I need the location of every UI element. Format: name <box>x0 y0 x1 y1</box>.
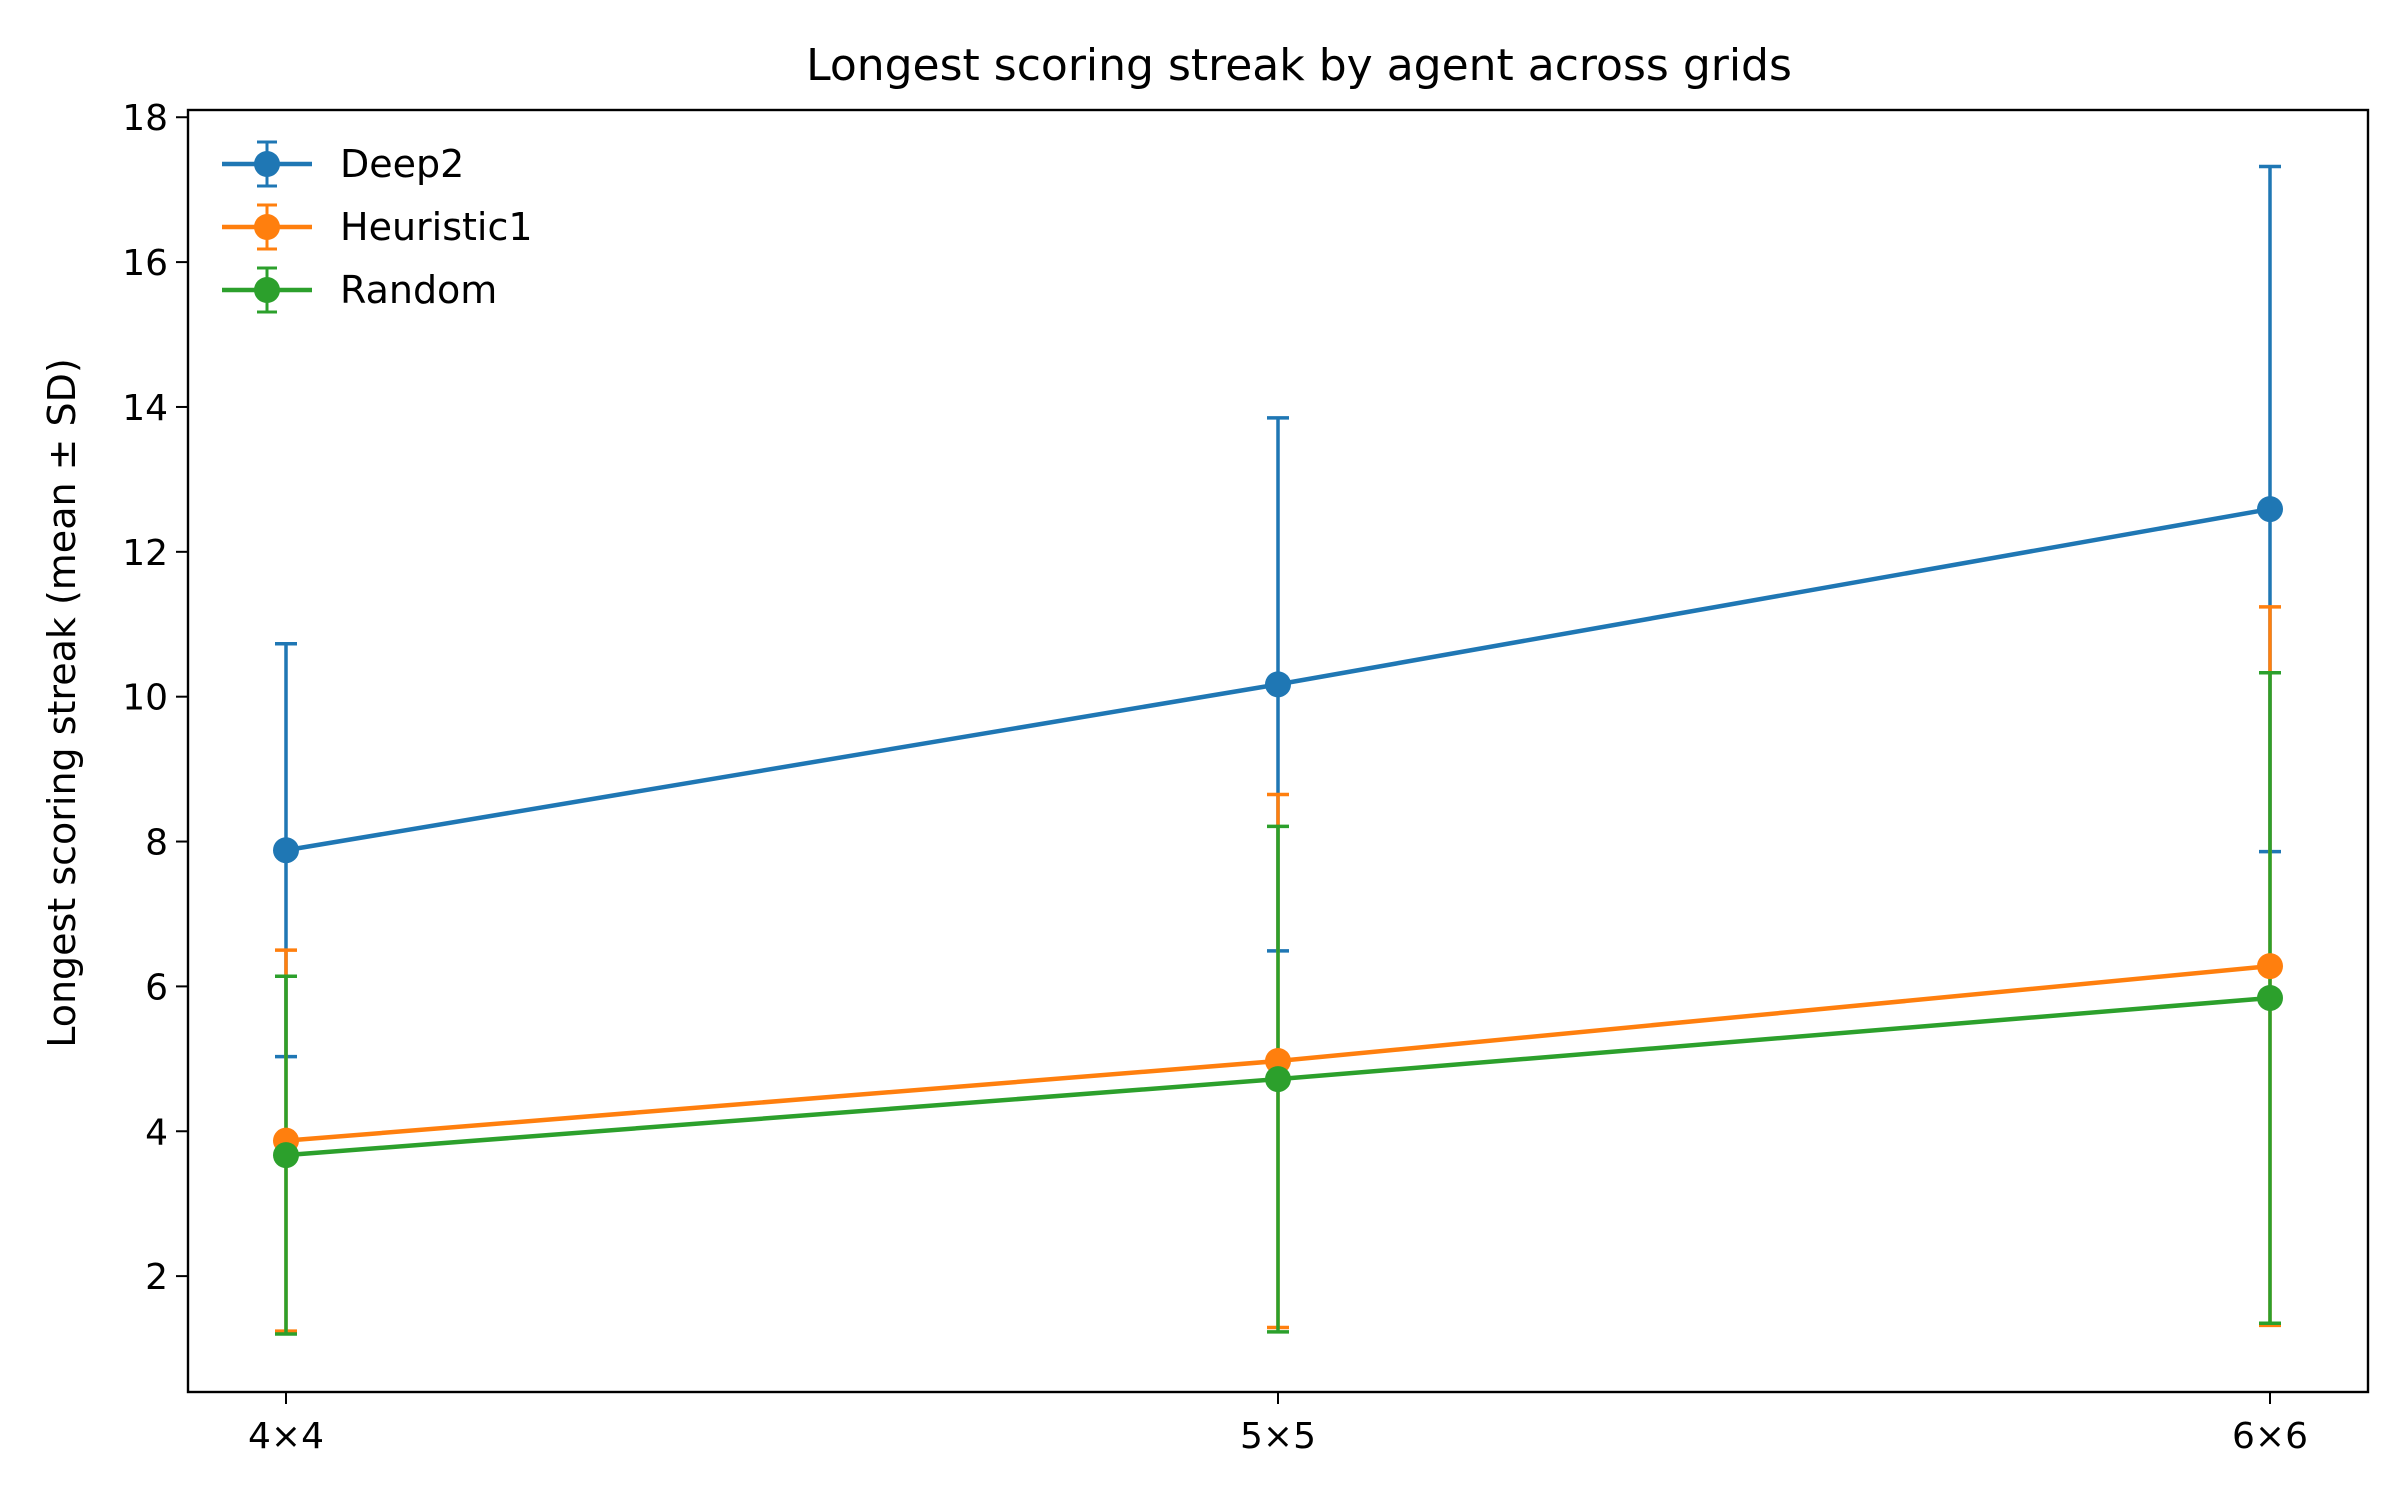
plot-area: 2 4 6 8 10 12 14 16 18 4×4 5×5 6×6 <box>122 98 2308 1457</box>
x-tick-label: 4×4 <box>248 1416 324 1457</box>
y-tick-label: 18 <box>122 98 168 139</box>
x-tick-label: 6×6 <box>2232 1416 2308 1457</box>
y-tick-label: 8 <box>145 823 168 864</box>
chart-title: Longest scoring streak by agent across g… <box>806 40 1792 91</box>
y-axis-label: Longest scoring streak (mean ± SD) <box>40 358 84 1048</box>
y-tick-label: 16 <box>122 243 168 284</box>
y-tick-label: 14 <box>122 388 168 429</box>
y-tick-label: 6 <box>145 967 168 1008</box>
data-point <box>1265 671 1291 698</box>
data-point <box>273 1142 299 1169</box>
legend: Deep2 Heuristic1 Random <box>222 140 533 314</box>
x-tick-label: 5×5 <box>1240 1416 1316 1457</box>
data-point <box>1265 1047 1291 1074</box>
data-point <box>2257 496 2283 523</box>
legend-label: Deep2 <box>340 142 464 186</box>
y-tick-label: 10 <box>122 678 168 719</box>
y-tick-label: 12 <box>122 533 168 574</box>
y-tick-label: 4 <box>145 1112 168 1153</box>
data-point <box>273 837 299 864</box>
data-point <box>2257 984 2283 1011</box>
plot-frame <box>186 108 2370 1394</box>
legend-marker <box>254 151 280 177</box>
y-tick-label: 2 <box>145 1257 168 1298</box>
data-point <box>1265 1066 1291 1093</box>
legend-marker <box>254 214 280 240</box>
data-point <box>2257 953 2283 980</box>
legend-label: Heuristic1 <box>340 205 533 249</box>
legend-marker <box>254 277 280 303</box>
legend-label: Random <box>340 268 497 312</box>
